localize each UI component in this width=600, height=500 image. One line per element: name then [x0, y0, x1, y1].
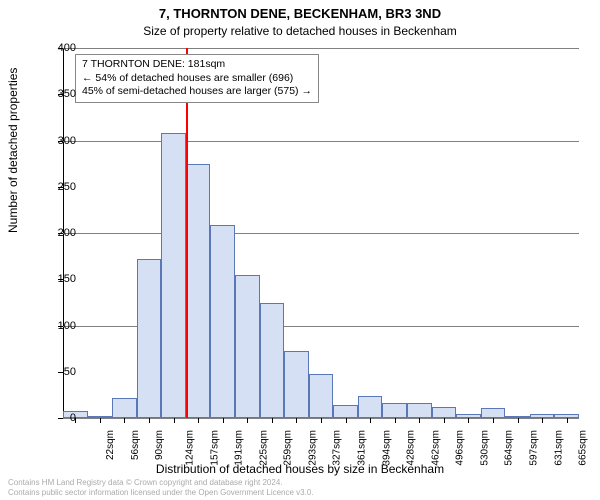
x-tick-mark: [272, 418, 273, 423]
x-tick-label: 361sqm: [357, 430, 368, 466]
histogram-bar: [137, 259, 162, 418]
x-tick-mark: [419, 418, 420, 423]
y-axis-label: Number of detached properties: [6, 68, 20, 233]
y-tick-label: 0: [36, 412, 76, 424]
x-tick-mark: [321, 418, 322, 423]
footer: Contains HM Land Registry data © Crown c…: [8, 478, 314, 498]
histogram-bar: [112, 398, 137, 418]
x-tick-label: 124sqm: [185, 430, 196, 466]
histogram-bar: [284, 351, 309, 418]
histogram-bar: [407, 403, 432, 418]
x-tick-label: 394sqm: [381, 430, 392, 466]
x-tick-mark: [198, 418, 199, 423]
x-tick-label: 496sqm: [455, 430, 466, 466]
y-tick-label: 100: [36, 320, 76, 332]
y-tick-label: 300: [36, 135, 76, 147]
x-tick-mark: [149, 418, 150, 423]
x-tick-label: 56sqm: [130, 430, 141, 460]
histogram-bar: [358, 396, 383, 418]
y-tick-label: 150: [36, 273, 76, 285]
x-tick-mark: [247, 418, 248, 423]
y-tick-label: 350: [36, 88, 76, 100]
x-tick-label: 462sqm: [430, 430, 441, 466]
annotation-line-3: 45% of semi-detached houses are larger (…: [82, 85, 312, 99]
x-tick-label: 631sqm: [553, 430, 564, 466]
histogram-bar: [235, 275, 260, 418]
x-tick-mark: [124, 418, 125, 423]
histogram-bar: [382, 403, 407, 418]
annotation-line-2: ← 54% of detached houses are smaller (69…: [82, 72, 312, 86]
histogram-bar: [210, 225, 235, 418]
x-tick-label: 157sqm: [209, 430, 220, 466]
reference-line: [186, 48, 188, 418]
annotation-box: 7 THORNTON DENE: 181sqm ← 54% of detache…: [75, 54, 319, 103]
title-sub: Size of property relative to detached ho…: [0, 24, 600, 38]
grid-line: [63, 141, 579, 142]
footer-line-2: Contains public sector information licen…: [8, 488, 314, 498]
x-tick-mark: [567, 418, 568, 423]
x-tick-mark: [542, 418, 543, 423]
x-tick-label: 327sqm: [332, 430, 343, 466]
grid-line: [63, 233, 579, 234]
histogram-bar: [333, 405, 358, 418]
title-main: 7, THORNTON DENE, BECKENHAM, BR3 3ND: [0, 6, 600, 21]
x-tick-mark: [518, 418, 519, 423]
x-tick-label: 665sqm: [578, 430, 589, 466]
x-tick-mark: [296, 418, 297, 423]
x-tick-label: 90sqm: [154, 430, 165, 460]
histogram-bar: [309, 374, 334, 418]
x-tick-mark: [370, 418, 371, 423]
x-tick-label: 259sqm: [283, 430, 294, 466]
histogram-bar: [481, 408, 506, 418]
x-tick-label: 225sqm: [258, 430, 269, 466]
histogram-bar: [432, 407, 457, 418]
y-tick-label: 50: [36, 366, 76, 378]
x-tick-label: 22sqm: [105, 430, 116, 460]
x-tick-mark: [493, 418, 494, 423]
x-tick-label: 428sqm: [406, 430, 417, 466]
x-tick-mark: [395, 418, 396, 423]
histogram-bar: [161, 133, 186, 418]
x-tick-label: 564sqm: [504, 430, 515, 466]
histogram-bar: [260, 303, 285, 418]
chart-container: 7, THORNTON DENE, BECKENHAM, BR3 3ND Siz…: [0, 0, 600, 500]
x-tick-mark: [444, 418, 445, 423]
x-tick-mark: [468, 418, 469, 423]
x-tick-label: 191sqm: [234, 430, 245, 466]
x-tick-label: 597sqm: [529, 430, 540, 466]
x-tick-mark: [346, 418, 347, 423]
y-tick-label: 250: [36, 181, 76, 193]
plot-area: [63, 48, 579, 418]
footer-line-1: Contains HM Land Registry data © Crown c…: [8, 478, 314, 488]
x-tick-mark: [223, 418, 224, 423]
grid-line: [63, 48, 579, 49]
annotation-line-1: 7 THORNTON DENE: 181sqm: [82, 58, 312, 72]
x-tick-label: 293sqm: [307, 430, 318, 466]
y-tick-label: 200: [36, 227, 76, 239]
x-tick-mark: [100, 418, 101, 423]
x-tick-label: 530sqm: [479, 430, 490, 466]
histogram-bar: [186, 164, 211, 418]
x-tick-mark: [174, 418, 175, 423]
y-tick-label: 400: [36, 42, 76, 54]
